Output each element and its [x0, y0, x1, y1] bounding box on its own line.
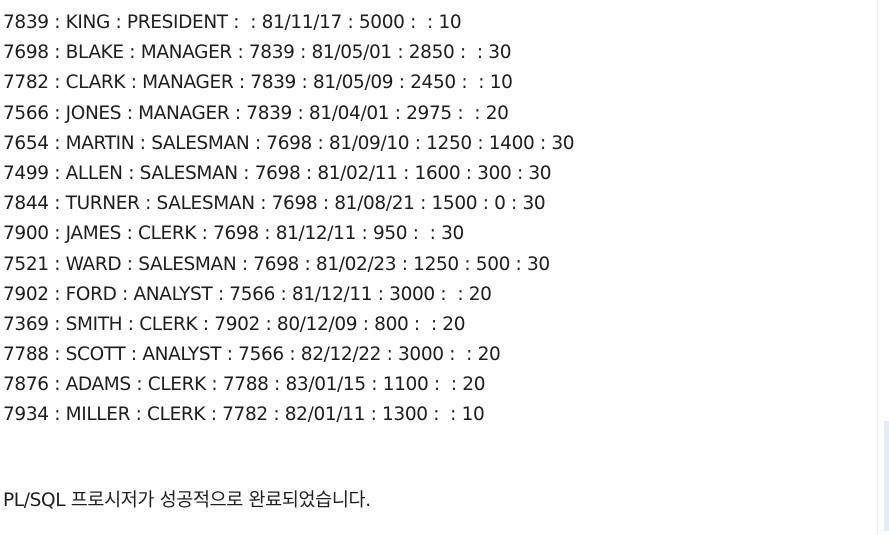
output-line: 7369 : SMITH : CLERK : 7902 : 80/12/09 :… [3, 313, 466, 335]
output-line: 7499 : ALLEN : SALESMAN : 7698 : 81/02/1… [3, 162, 552, 184]
scroll-marker [884, 421, 889, 531]
output-line: 7900 : JAMES : CLERK : 7698 : 81/12/11 :… [3, 223, 464, 245]
status-message: PL/SQL 프로시저가 성공적으로 완료되었습니다. [3, 490, 371, 511]
output-line: 7566 : JONES : MANAGER : 7839 : 81/04/01… [3, 102, 509, 124]
output-line: 7876 : ADAMS : CLERK : 7788 : 83/01/15 :… [3, 374, 486, 396]
output-line: 7654 : MARTIN : SALESMAN : 7698 : 81/09/… [3, 132, 575, 154]
output-line: 7839 : KING : PRESIDENT : : 81/11/17 : 5… [3, 12, 462, 33]
output-line: 7934 : MILLER : CLERK : 7782 : 82/01/11 … [3, 404, 485, 426]
output-line: 7788 : SCOTT : ANALYST : 7566 : 82/12/22… [3, 344, 501, 366]
output-line: 7844 : TURNER : SALESMAN : 7698 : 81/08/… [3, 193, 546, 215]
output-line: 7902 : FORD : ANALYST : 7566 : 81/12/11 … [3, 283, 492, 305]
vertical-scrollbar[interactable] [877, 0, 889, 535]
output-line: 7782 : CLARK : MANAGER : 7839 : 81/05/09… [3, 72, 513, 94]
output-line: 7521 : WARD : SALESMAN : 7698 : 81/02/23… [3, 253, 550, 275]
output-lines: 7839 : KING : PRESIDENT : : 81/11/17 : 5… [3, 8, 575, 431]
output-line: 7698 : BLAKE : MANAGER : 7839 : 81/05/01… [3, 42, 512, 64]
